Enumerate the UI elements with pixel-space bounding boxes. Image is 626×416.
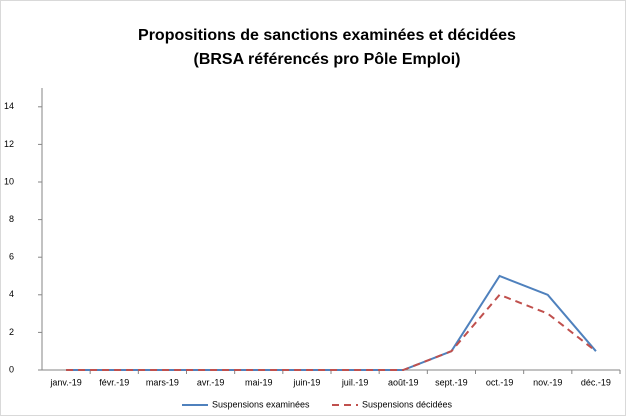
x-tick-label: oct.-19 (486, 377, 514, 387)
y-tick-label: 0 (9, 364, 14, 374)
y-tick-label: 2 (9, 327, 14, 337)
x-tick-label: mars-19 (146, 377, 179, 387)
chart-title: Propositions de sanctions examinées et d… (138, 27, 516, 44)
x-tick-label: avr.-19 (197, 377, 225, 387)
y-tick-label: 10 (4, 176, 14, 186)
x-tick-label: déc.-19 (581, 377, 611, 387)
y-tick-label: 4 (9, 289, 14, 299)
x-tick-label: févr.-19 (99, 377, 129, 387)
x-tick-label: janv.-19 (49, 377, 81, 387)
x-tick-label: juin-19 (292, 377, 320, 387)
y-tick-label: 8 (9, 214, 14, 224)
y-tick-label: 6 (9, 252, 14, 262)
legend-label: Suspensions décidées (362, 399, 453, 409)
x-tick-label: nov.-19 (533, 377, 562, 387)
y-tick-label: 12 (4, 139, 14, 149)
x-tick-label: sept.-19 (435, 377, 468, 387)
chart-subtitle: (BRSA référencés pro Pôle Emploi) (193, 51, 460, 68)
legend-label: Suspensions examinées (212, 399, 310, 409)
x-tick-label: mai-19 (245, 377, 273, 387)
x-tick-label: juil.-19 (341, 377, 369, 387)
x-tick-label: août-19 (388, 377, 419, 387)
y-tick-label: 14 (4, 101, 14, 111)
series-line (66, 293, 597, 371)
